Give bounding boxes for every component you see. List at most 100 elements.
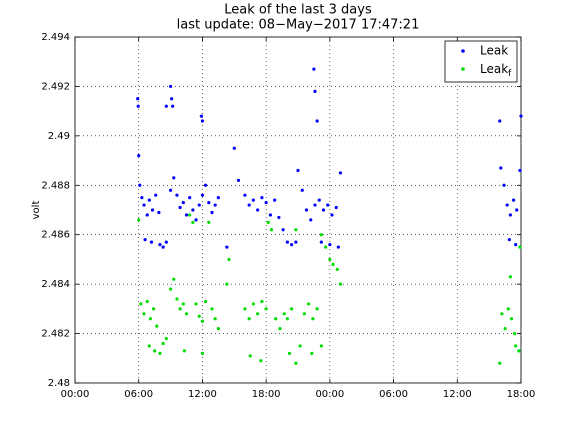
data-point — [294, 240, 298, 244]
data-point — [273, 198, 277, 202]
x-tick-label: 00:00 — [61, 389, 90, 400]
legend-marker — [461, 67, 465, 71]
data-point — [225, 282, 229, 286]
data-point — [161, 341, 165, 346]
x-tick-label: 06:00 — [124, 389, 153, 400]
data-point — [309, 218, 313, 222]
data-point — [307, 302, 311, 306]
x-tick-label: 06:00 — [379, 389, 408, 400]
y-tick-label: 2.486 — [41, 230, 70, 241]
data-point — [194, 218, 198, 222]
data-point — [287, 351, 292, 355]
data-point — [514, 243, 518, 247]
data-point — [151, 307, 156, 311]
data-point — [315, 119, 319, 123]
data-point — [172, 277, 176, 281]
data-point — [178, 307, 182, 311]
data-point — [200, 193, 205, 197]
y-tick-label: 2.492 — [41, 81, 70, 92]
data-point — [137, 218, 141, 222]
data-point — [182, 349, 186, 353]
data-point — [313, 89, 317, 93]
data-point — [251, 302, 255, 306]
data-point — [324, 245, 328, 249]
data-point — [227, 257, 231, 262]
data-point — [143, 238, 147, 242]
data-point — [513, 331, 517, 336]
data-point — [290, 307, 294, 311]
data-point — [164, 104, 168, 108]
data-point — [264, 307, 268, 311]
data-point — [181, 302, 185, 306]
chart-title: Leak of the last 3 days — [224, 3, 372, 18]
data-point — [281, 228, 285, 232]
data-point — [319, 233, 323, 237]
data-point — [260, 299, 264, 304]
data-point — [197, 203, 201, 207]
x-tick-label: 18:00 — [507, 389, 536, 400]
data-point — [319, 240, 323, 244]
data-point — [321, 208, 326, 212]
data-point — [498, 361, 502, 365]
x-tick-label: 00:00 — [315, 389, 344, 400]
data-point — [507, 238, 511, 242]
data-point — [210, 307, 214, 311]
data-point — [338, 282, 343, 286]
data-point — [300, 188, 304, 192]
data-point — [139, 302, 143, 306]
data-point — [147, 198, 151, 202]
data-point — [210, 210, 214, 215]
data-point — [200, 119, 205, 123]
data-point — [277, 215, 281, 220]
data-point — [154, 193, 158, 197]
data-point — [188, 196, 192, 200]
data-point — [150, 208, 155, 212]
axes-box — [74, 36, 522, 384]
data-point — [503, 327, 507, 331]
data-point — [149, 240, 154, 244]
data-point — [330, 213, 334, 217]
data-point — [188, 213, 192, 217]
x-tick-label: 12:00 — [443, 389, 472, 400]
chart-subtitle: last update: 08−May−2017 17:47:21 — [177, 18, 420, 33]
data-point — [164, 240, 168, 244]
data-point — [243, 307, 247, 311]
data-point — [248, 354, 252, 358]
data-point — [310, 351, 314, 355]
data-point — [191, 220, 195, 224]
data-point — [508, 275, 512, 279]
data-point — [260, 196, 264, 200]
data-point — [251, 198, 255, 202]
data-point — [256, 312, 260, 316]
data-point — [336, 245, 340, 249]
data-point — [264, 200, 268, 205]
data-point — [137, 154, 141, 158]
data-point — [155, 324, 159, 328]
data-point — [282, 312, 286, 316]
data-point — [312, 67, 316, 71]
data-point — [514, 344, 518, 348]
data-point — [200, 319, 205, 323]
data-point — [247, 203, 251, 207]
data-point — [140, 196, 144, 200]
data-point — [153, 349, 157, 353]
legend-marker — [461, 49, 465, 53]
data-point — [328, 243, 332, 247]
data-point — [511, 198, 516, 202]
data-point — [136, 97, 140, 101]
data-point — [197, 314, 201, 318]
data-point — [498, 119, 502, 123]
y-tick-label: 2.48 — [48, 378, 70, 389]
data-point — [274, 317, 278, 321]
data-point — [278, 327, 282, 331]
data-point — [499, 166, 503, 170]
data-point — [204, 299, 208, 304]
data-point — [517, 349, 521, 353]
data-point — [298, 344, 302, 348]
data-point — [326, 203, 330, 207]
data-point — [225, 245, 229, 249]
data-point — [313, 203, 317, 207]
data-point — [290, 243, 294, 247]
data-point — [170, 97, 174, 101]
